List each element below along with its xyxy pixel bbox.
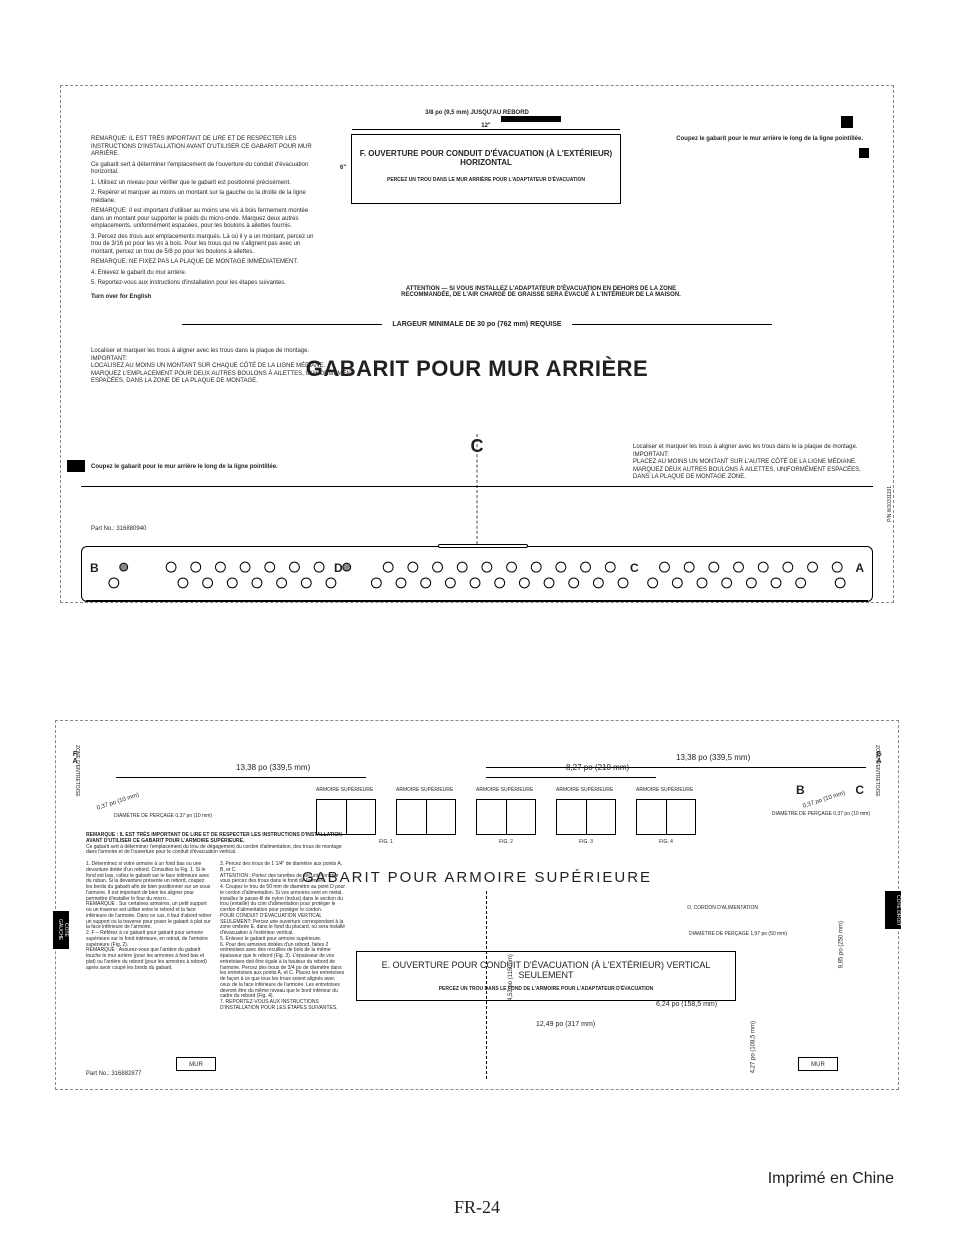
min-width-label: LARGEUR MINIMALE DE 30 po (762 mm) REQUI… xyxy=(101,321,853,328)
col-1: 1. Déterminez si votre armoire à un fond… xyxy=(86,862,212,1012)
left-marks: ZONE D'ENTRETOISE F A xyxy=(66,751,84,803)
center-letter: C xyxy=(471,436,484,457)
vertical-duct-box: E. OUVERTURE POUR CONDUIT D'ÉVACUATION (… xyxy=(356,951,736,1001)
upper-cabinet-template: CÔTÉ GAUCHE CÔTÉ DROIT ZONE D'ENTRETOISE… xyxy=(55,720,899,1090)
dim-under: 12,49 po (317 mm) xyxy=(536,1021,595,1028)
vdim-right-2: 4,27 po (108,5 mm) xyxy=(750,1021,756,1073)
right-marks: ZONE D'ENTRETOISE G A xyxy=(870,751,888,803)
drill-label-left: DIAMÈTRE DE PERÇAGE 0,37 po (10 mm) xyxy=(114,813,212,819)
step-5: 5. Reportez-vous aux instructions d'inst… xyxy=(91,280,321,288)
mounting-plate: B A D C xyxy=(81,546,873,602)
dim-rule xyxy=(486,767,866,768)
drill-dim-left: 0,37 po (10 mm) xyxy=(96,792,140,811)
step-4: 4. Enlevez le gabarit du mur arrière. xyxy=(91,270,321,278)
dim-right-2: 13,38 po (339,5 mm) xyxy=(676,753,750,762)
right-side-tab: CÔTÉ DROIT xyxy=(885,891,901,929)
cabinet-fig1b xyxy=(396,799,456,835)
duct-width-dim: 12" xyxy=(352,123,620,129)
left-side-tab: CÔTÉ GAUCHE xyxy=(53,911,69,949)
page-number: FR-24 xyxy=(0,1197,954,1218)
plate-mark-a: A xyxy=(855,561,864,575)
cut-instruction-left: Coupez le gabarit pour le mur arrière le… xyxy=(91,464,278,470)
step-3: 3. Percez des trous aux emplacements mar… xyxy=(91,234,321,257)
turn-over-label: Turn over for English xyxy=(91,294,321,302)
dim-left: 13,38 po (339,5 mm) xyxy=(236,763,310,772)
dim-right-1: 8,27 po (210 mm) xyxy=(566,763,629,772)
instructions-bottom: REMARQUE : IL EST TRÈS IMPORTANT DE LIRE… xyxy=(86,833,346,1012)
note-intro: REMARQUE: IL EST TRÈS IMPORTANT DE LIRE … xyxy=(91,136,321,159)
instructions-mid-left: Localiser et marquer les trous à aligner… xyxy=(91,348,361,386)
cut-instruction-right: Coupez le gabarit pour le mur arrière le… xyxy=(676,136,863,142)
evac-title: E. OUVERTURE POUR CONDUIT D'ÉVACUATION (… xyxy=(367,960,725,980)
vdim-right: 9,85 po (250 mm) xyxy=(838,921,844,968)
cut-arrow-icon xyxy=(859,148,869,158)
plate-base xyxy=(86,600,868,601)
dim-rule xyxy=(352,129,620,130)
cabinet-fig1 xyxy=(316,799,376,835)
note-purpose: Ce gabarit sert à déterminer l'emplaceme… xyxy=(91,162,321,177)
duct-height-dim: 6" xyxy=(340,165,346,171)
note-2: REMARQUE: Il est important d'utiliser au… xyxy=(91,208,321,231)
cabinet-figures: ARMOIRE SUPÉRIEURE ARMOIRE SUPÉRIEURE AR… xyxy=(316,799,868,841)
step-1: 1. Utilisez un niveau pour vérifier que … xyxy=(91,180,321,188)
mark-c: C xyxy=(855,783,864,797)
cabinet-fig2 xyxy=(476,799,536,835)
dim-under-2: 6,24 po (158,5 mm) xyxy=(656,1001,717,1008)
rear-wall-template: 3/8 po (9,5 mm) JUSQU'AU REBORD Coupez l… xyxy=(60,85,894,603)
side-part-number: P/N W10311191 xyxy=(887,486,893,522)
duct-opening-box: 12" 6" F. OUVERTURE POUR CONDUIT D'ÉVACU… xyxy=(351,134,621,204)
plate-holes xyxy=(102,559,852,591)
col-2: 3. Percez des trous de 1 1/4" de diamètr… xyxy=(220,862,346,1012)
mur-label-right: MUR xyxy=(798,1057,838,1071)
part-number: Part No.: 316880940 xyxy=(91,526,146,532)
plate-mark-b: B xyxy=(90,561,99,575)
mark-b: B xyxy=(796,783,805,797)
mur-label-left: MUR xyxy=(176,1057,216,1071)
part-number-bottom: Part No.: 316882877 xyxy=(86,1071,141,1077)
horizontal-rule xyxy=(81,486,873,487)
dim-rule xyxy=(116,777,366,778)
rebord-marker xyxy=(501,116,561,122)
cut-arrow-icon xyxy=(67,460,85,472)
printed-in-label: Imprimé en Chine xyxy=(768,1170,894,1188)
attention-warning: ATTENTION — SI VOUS INSTALLEZ L'ADAPTATE… xyxy=(391,286,691,298)
duct-subtitle: PERCEZ UN TROU DANS LE MUR ARRIÈRE POUR … xyxy=(352,177,620,183)
plate-slot xyxy=(438,544,528,548)
rebord-marker-right xyxy=(841,116,853,128)
cord-drill-box: DIAMÈTRE DE PERÇAGE 1,97 po (50 mm) xyxy=(688,931,788,937)
instructions-left: REMARQUE: IL EST TRÈS IMPORTANT DE LIRE … xyxy=(91,136,321,304)
instructions-mid-right: Localiser et marquer les trous à aligner… xyxy=(633,444,863,482)
cord-label: D. CORDON D'ALIMENTATION xyxy=(687,905,758,911)
note-3: REMARQUE: NE FIXEZ PAS LA PLAQUE DE MONT… xyxy=(91,259,321,267)
step-2: 2. Repérer et marquer au moins un montan… xyxy=(91,190,321,205)
dim-rule xyxy=(486,777,656,778)
cabinet-fig3 xyxy=(556,799,616,835)
cabinet-fig4 xyxy=(636,799,696,835)
evac-subtitle: PERCEZ UN TROU DANS LE FOND DE L'ARMOIRE… xyxy=(367,986,725,992)
duct-title: F. OUVERTURE POUR CONDUIT D'ÉVACUATION (… xyxy=(352,149,620,167)
